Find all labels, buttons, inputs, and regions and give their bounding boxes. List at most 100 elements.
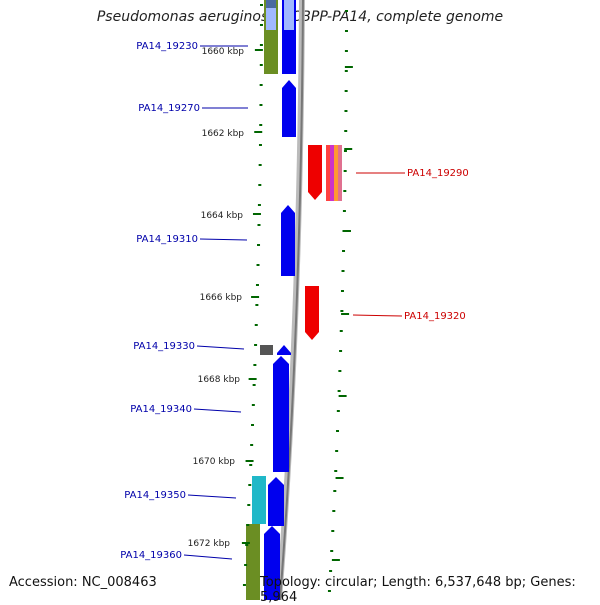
gene-leader-line xyxy=(183,554,233,560)
tick-mark xyxy=(257,224,261,226)
tick-mark xyxy=(259,84,263,86)
genome-backbone xyxy=(276,0,305,600)
major-tick xyxy=(251,296,260,298)
tick-mark xyxy=(257,244,261,246)
major-tick xyxy=(252,213,261,215)
gene-label[interactable]: PA14_19310 xyxy=(136,234,198,245)
cds-track-multicolor xyxy=(326,145,342,201)
tick-mark xyxy=(242,584,246,586)
kbp-label: 1672 kbp xyxy=(188,539,231,549)
tick-mark xyxy=(338,370,342,372)
major-tick xyxy=(344,148,353,150)
kbp-label: 1670 kbp xyxy=(193,457,236,467)
tick-mark xyxy=(336,410,340,412)
tick-mark xyxy=(250,444,254,446)
genome-summary-text: Topology: circular; Length: 6,537,648 bp… xyxy=(260,575,576,605)
tick-mark xyxy=(259,124,263,126)
tick-mark xyxy=(245,544,249,546)
tick-mark xyxy=(259,104,263,106)
gene-leader-line xyxy=(187,494,237,499)
gene-label[interactable]: PA14_19330 xyxy=(133,341,195,352)
tick-mark xyxy=(340,290,344,292)
tick-mark xyxy=(259,44,263,46)
cds-track-cyan xyxy=(252,476,266,524)
gene-label[interactable]: PA14_19320 xyxy=(404,311,466,322)
tick-mark xyxy=(251,404,255,406)
tick-mark xyxy=(343,190,347,192)
accession-text: Accession: NC_008463 xyxy=(9,575,157,590)
gene-label[interactable]: PA14_19290 xyxy=(407,168,469,179)
tick-mark xyxy=(259,24,263,26)
tick-mark xyxy=(344,110,348,112)
tick-mark xyxy=(251,424,255,426)
tick-mark xyxy=(334,470,338,472)
tick-mark xyxy=(344,30,348,32)
gene-label[interactable]: PA14_19360 xyxy=(120,550,182,561)
tick-mark xyxy=(344,10,348,12)
gene-arrow-PA14_19320[interactable] xyxy=(305,286,319,340)
gene-label[interactable]: PA14_19270 xyxy=(138,103,200,114)
tick-mark xyxy=(255,284,259,286)
tick-mark xyxy=(330,550,334,552)
tick-mark xyxy=(331,530,335,532)
gene-arrow-PA14_19290[interactable] xyxy=(308,145,322,200)
gene-label[interactable]: PA14_19340 xyxy=(130,404,192,415)
tick-mark xyxy=(333,490,337,492)
gene-arrow-highlight xyxy=(284,0,294,30)
kbp-label: 1664 kbp xyxy=(201,211,244,221)
tick-mark xyxy=(332,510,336,512)
tick-mark xyxy=(335,450,339,452)
tick-mark xyxy=(327,590,331,592)
gene-arrow-PA14_19310[interactable] xyxy=(281,205,295,276)
tick-mark xyxy=(257,204,261,206)
tick-mark xyxy=(259,4,263,6)
gene-leader-line xyxy=(352,314,403,317)
cds-track-olive-bottom xyxy=(246,524,260,600)
tick-mark xyxy=(258,184,262,186)
major-tick xyxy=(254,49,263,51)
gene-arrow-PA14_19360[interactable] xyxy=(264,526,280,600)
major-tick xyxy=(248,378,257,380)
tick-mark xyxy=(344,70,348,72)
tick-mark xyxy=(329,570,333,572)
tick-mark xyxy=(244,564,248,566)
tick-mark xyxy=(339,350,343,352)
cds-track-gray xyxy=(260,345,273,355)
tick-mark xyxy=(344,50,348,52)
major-tick xyxy=(341,313,350,315)
tick-mark xyxy=(258,164,262,166)
tick-mark xyxy=(336,430,340,432)
tick-mark xyxy=(339,330,343,332)
tick-mark xyxy=(249,464,253,466)
tick-mark xyxy=(337,390,341,392)
tick-mark xyxy=(340,310,344,312)
tick-mark xyxy=(246,524,250,526)
major-tick xyxy=(241,542,250,544)
kbp-label: 1660 kbp xyxy=(202,47,245,57)
major-tick xyxy=(254,131,263,133)
tick-mark xyxy=(341,270,345,272)
tick-mark xyxy=(247,504,251,506)
gene-label[interactable]: PA14_19230 xyxy=(136,41,198,52)
tick-mark xyxy=(344,130,348,132)
major-tick xyxy=(344,66,353,68)
kbp-label: 1666 kbp xyxy=(200,293,243,303)
gene-label[interactable]: PA14_19350 xyxy=(124,490,186,501)
gene-arrow-PA14_19270[interactable] xyxy=(282,80,296,137)
tick-mark xyxy=(253,364,257,366)
gene-arrow-PA14_19340[interactable] xyxy=(273,356,289,472)
gene-arrow-PA14_19330[interactable] xyxy=(277,345,291,355)
tick-mark xyxy=(252,384,256,386)
gene-arrow-PA14_19350[interactable] xyxy=(268,477,284,526)
tick-mark xyxy=(254,324,258,326)
kbp-label: 1668 kbp xyxy=(198,375,241,385)
tick-mark xyxy=(343,170,347,172)
tick-mark xyxy=(342,250,346,252)
tick-mark xyxy=(258,144,262,146)
tick-mark xyxy=(256,264,260,266)
tick-mark xyxy=(254,344,258,346)
tick-mark xyxy=(255,304,259,306)
major-tick xyxy=(245,460,254,462)
tick-mark xyxy=(343,150,347,152)
